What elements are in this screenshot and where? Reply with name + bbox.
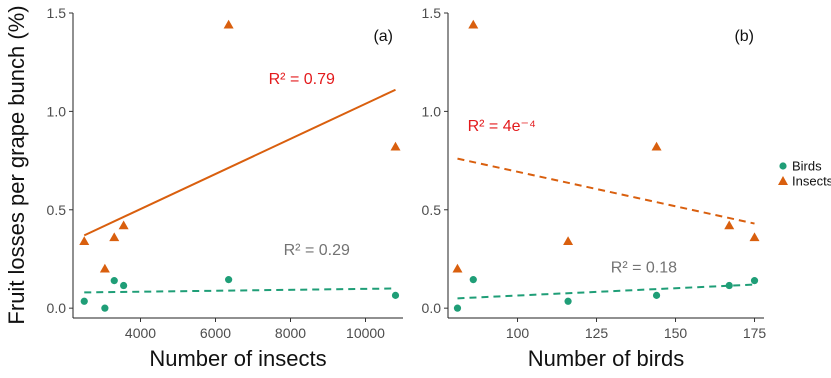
fit-line-birds bbox=[457, 283, 755, 300]
point-insects bbox=[118, 220, 129, 230]
point-birds bbox=[101, 304, 109, 312]
fit-line-insects bbox=[83, 88, 396, 237]
point-birds bbox=[750, 277, 759, 285]
point-insects bbox=[452, 263, 463, 273]
point-insects bbox=[749, 232, 760, 242]
panel-a: 0.0 0.5 1.0 1.5 4000 6000 8000 10000 Number of i… bbox=[47, 5, 403, 371]
point-insects bbox=[651, 141, 662, 151]
point-birds bbox=[391, 291, 400, 299]
point-insects bbox=[109, 232, 120, 242]
y-tick-label: 0.0 bbox=[422, 300, 442, 316]
y-tick-label: 0.5 bbox=[47, 202, 67, 218]
point-insects bbox=[563, 236, 574, 246]
x-tick-label: 125 bbox=[585, 325, 609, 341]
x-tick-label: 6000 bbox=[200, 325, 231, 341]
legend-label-insects: Insects bbox=[792, 174, 831, 189]
point-insects bbox=[223, 19, 234, 29]
y-tick-label: 1.0 bbox=[422, 103, 442, 119]
r2-label-birds: R² = 0.18 bbox=[611, 260, 677, 277]
panel-b: 0.0 0.5 1.0 1.5 100 125 150 175 Number of birds (… bbox=[422, 5, 767, 371]
y-axis-title: Fruit losses per grape bunch (%) bbox=[4, 5, 29, 324]
x-tick-label: 4000 bbox=[125, 325, 156, 341]
x-axis-title: Number of insects bbox=[149, 346, 326, 371]
fit-line-birds bbox=[84, 287, 396, 294]
legend-key-insects bbox=[778, 176, 788, 185]
panel-letter: (b) bbox=[734, 28, 754, 45]
x-tick-label: 8000 bbox=[275, 325, 306, 341]
x-tick-label: 175 bbox=[743, 325, 767, 341]
y-tick-label: 0.5 bbox=[422, 202, 442, 218]
y-tick-label: 1.5 bbox=[422, 5, 442, 21]
x-tick-label: 10000 bbox=[346, 325, 385, 341]
legend-key-birds bbox=[779, 162, 787, 170]
x-tick-label: 100 bbox=[506, 325, 530, 341]
y-tick-label: 0.0 bbox=[47, 300, 67, 316]
x-tick-label: 150 bbox=[664, 325, 688, 341]
y-tick-label: 1.0 bbox=[47, 103, 67, 119]
y-tick-label: 1.5 bbox=[47, 5, 67, 21]
point-birds bbox=[225, 276, 233, 284]
r2-label-insects: R² = 4e⁻⁴ bbox=[468, 118, 536, 135]
point-birds bbox=[469, 276, 477, 284]
r2-label-insects: R² = 0.79 bbox=[269, 71, 335, 88]
panel-letter: (a) bbox=[373, 28, 393, 45]
point-birds bbox=[453, 304, 462, 312]
legend-label-birds: Birds bbox=[792, 159, 822, 174]
point-birds bbox=[120, 281, 128, 290]
point-birds bbox=[652, 291, 661, 299]
point-birds bbox=[564, 297, 572, 305]
point-insects bbox=[79, 236, 90, 246]
fit-line-insects bbox=[457, 157, 755, 225]
point-insects bbox=[99, 263, 110, 273]
point-birds bbox=[110, 277, 118, 285]
r2-label-birds: R² = 0.29 bbox=[284, 242, 350, 259]
point-insects bbox=[468, 19, 479, 29]
point-insects bbox=[390, 141, 401, 151]
point-birds bbox=[725, 281, 733, 290]
point-birds bbox=[80, 297, 88, 305]
x-axis-title: Number of birds bbox=[528, 346, 685, 371]
point-insects bbox=[724, 220, 735, 230]
